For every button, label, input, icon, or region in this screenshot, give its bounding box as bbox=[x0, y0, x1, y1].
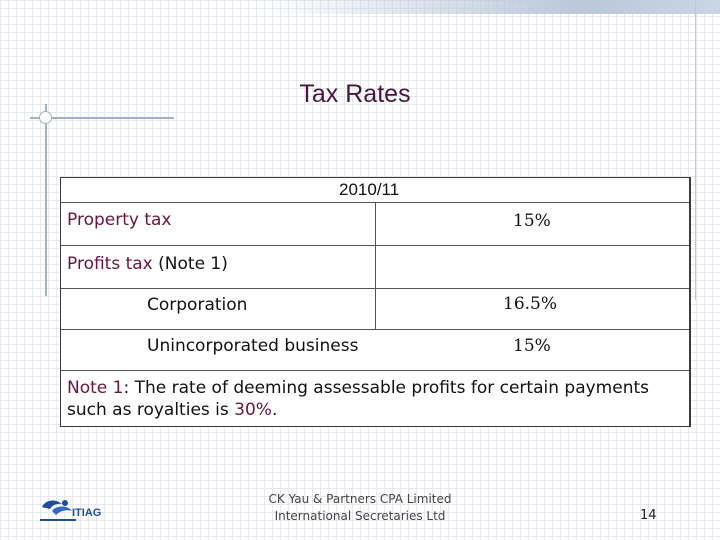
row-divider bbox=[61, 245, 689, 246]
footer-company: CK Yau & Partners CPA Limited Internatio… bbox=[230, 491, 490, 525]
corporation-rate: 16.5% bbox=[503, 294, 558, 314]
top-right-accent-bar bbox=[260, 0, 720, 14]
tax-rates-table: 2010/11 Property tax 15% Profits tax (No… bbox=[60, 177, 691, 427]
profits-tax-label: Profits tax bbox=[67, 254, 153, 274]
note-text: Note 1: The rate of deeming assessable p… bbox=[67, 377, 679, 421]
profits-tax-note-ref: (Note 1) bbox=[158, 254, 228, 274]
profits-tax-label-row: Profits tax (Note 1) bbox=[67, 254, 228, 274]
column-divider bbox=[375, 202, 376, 330]
footer-line-2: International Secretaries Ltd bbox=[274, 509, 446, 523]
decorative-vertical-line bbox=[45, 104, 47, 296]
note-end: . bbox=[271, 400, 278, 420]
row-divider bbox=[61, 288, 689, 289]
corporation-label: Corporation bbox=[147, 295, 248, 315]
table-header-year: 2010/11 bbox=[339, 180, 400, 199]
decorative-ring-icon bbox=[39, 111, 52, 124]
decorative-horizontal-line bbox=[30, 117, 174, 119]
slide-title: Tax Rates bbox=[299, 80, 411, 108]
logo-text: ITIAG bbox=[72, 507, 101, 519]
property-tax-rate: 15% bbox=[513, 211, 551, 231]
unincorporated-label: Unincorporated business bbox=[147, 336, 359, 356]
property-tax-label: Property tax bbox=[67, 210, 172, 230]
row-divider bbox=[61, 370, 689, 371]
note-body: : The rate of deeming assessable profits… bbox=[67, 378, 649, 420]
note-value: 30% bbox=[234, 400, 272, 420]
itiag-logo: ITIAG bbox=[40, 500, 101, 521]
note-label: Note 1 bbox=[67, 378, 124, 398]
row-divider bbox=[61, 329, 689, 330]
unincorporated-rate: 15% bbox=[513, 336, 551, 356]
page-number: 14 bbox=[640, 508, 657, 523]
footer-line-1: CK Yau & Partners CPA Limited bbox=[268, 492, 452, 506]
right-accent-line bbox=[695, 0, 696, 300]
